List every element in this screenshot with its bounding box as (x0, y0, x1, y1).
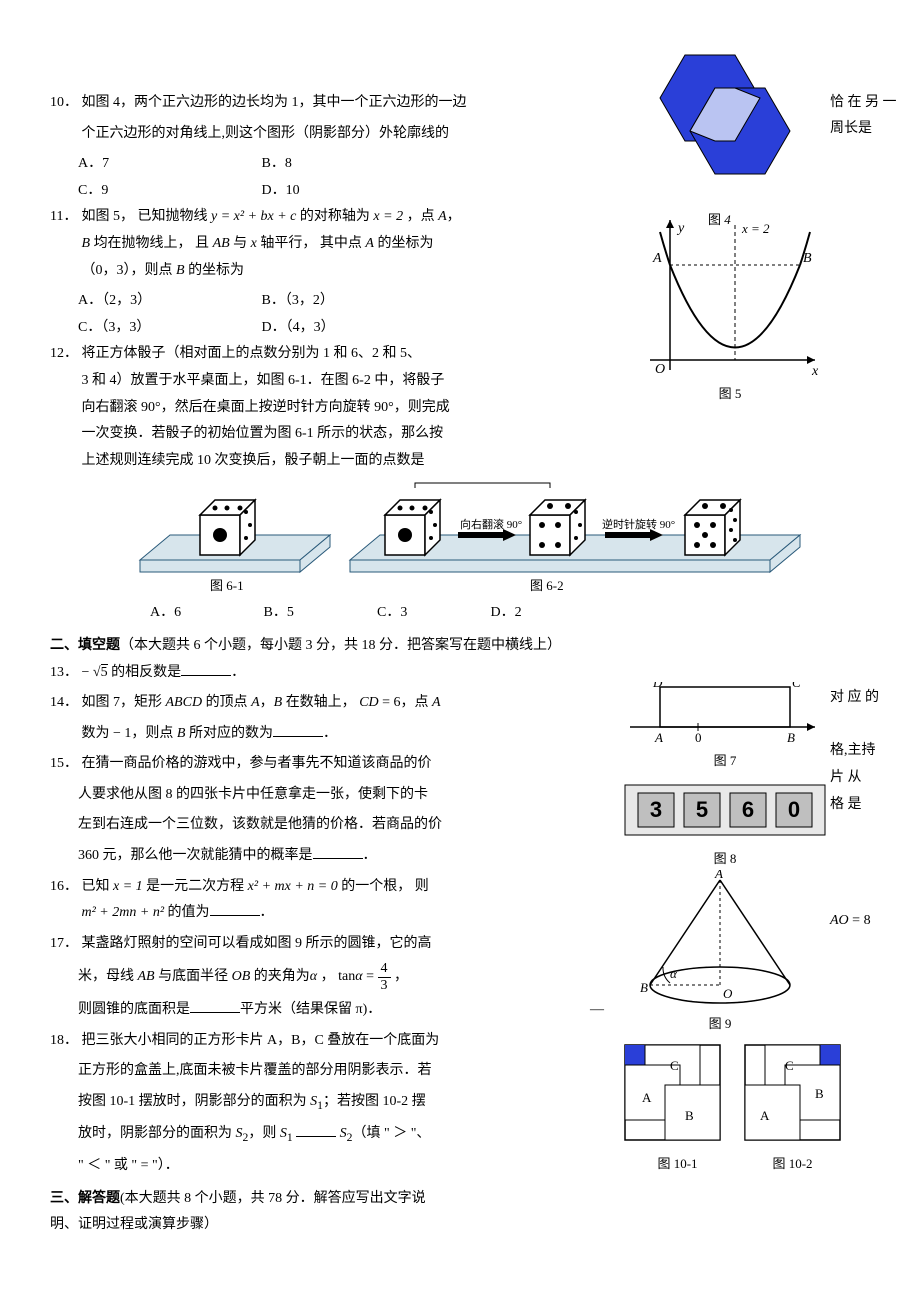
fig8-caption: 图 8 (620, 847, 830, 872)
q10-line1: 如图 4，两个正六边形的边长均为 1，其中一个正六边形的一边 (82, 95, 467, 110)
svg-text:B: B (685, 1108, 694, 1123)
q11-opt-c: C．（3，3） (78, 315, 258, 342)
q18-num: 18． (50, 1028, 78, 1055)
fig-4-hexagons (630, 50, 800, 185)
fig-9-cone: A B O α 图 9 (630, 870, 810, 1037)
fig-7-rect: D C A 0 B 图 7 (620, 682, 830, 774)
q15-rt3: 格 是 (830, 792, 920, 819)
svg-text:0: 0 (695, 730, 702, 745)
q17-dash: — (590, 997, 604, 1024)
svg-text:3: 3 (650, 797, 662, 822)
q14-num: 14． (50, 690, 78, 717)
svg-text:图 4: 图 4 (708, 212, 731, 227)
q12-opt-a: A．6 (150, 600, 260, 627)
fig10-1-caption: 图 10-1 (657, 1152, 697, 1177)
svg-text:A: A (760, 1108, 770, 1123)
q17-rt1: AO = 8 (830, 908, 920, 935)
q11-opt-a: A．（2，3） (78, 288, 258, 315)
fig-10-squares: C A B C B A 图 10-1 图 10-2 (620, 1040, 850, 1177)
q12-opt-d: D．2 (491, 600, 601, 627)
sec2-label: 二、填空题 (50, 638, 120, 653)
q10-body: 如图 4，两个正六边形的边长均为 1，其中一个正六边形的一边 (82, 90, 602, 117)
q10-num: 10． (50, 90, 78, 117)
svg-text:A: A (652, 251, 662, 266)
svg-text:A: A (714, 870, 723, 881)
svg-text:y: y (676, 221, 685, 236)
q10-opt-d: D．10 (262, 178, 442, 205)
blank (210, 902, 260, 916)
svg-text:0: 0 (788, 797, 800, 822)
svg-text:x: x (811, 364, 819, 379)
sec3-desc: (本大题共 8 个小题，共 78 分．解答应写出文字说 (120, 1191, 426, 1206)
q12-body: 将正方体骰子（相对面上的点数分别为 1 和 6、2 和 5、 3 和 4）放置于… (82, 341, 602, 474)
svg-text:图 6-1: 图 6-1 (210, 578, 244, 593)
q13-body: − √5 的相反数是． (82, 660, 602, 687)
svg-text:A: A (642, 1090, 652, 1105)
sec3-label: 三、解答题 (50, 1191, 120, 1206)
svg-text:C: C (792, 682, 801, 690)
svg-text:5: 5 (696, 797, 708, 822)
fig-5-parabola: y x O A B 图 4 x = 2 图 5 (630, 210, 830, 407)
blank (181, 662, 231, 676)
svg-text:图 6-2: 图 6-2 (530, 578, 564, 593)
q10-opt-a: A．7 (78, 151, 258, 178)
fig-8-cards: 3 5 6 0 图 8 (620, 780, 830, 872)
q12-options: A．6 B．5 C．3 D．2 (150, 600, 870, 627)
q10-rt1: 恰 在 另 一 (830, 90, 920, 117)
q10-line2: 个正六边形的对角线上,则这个图形（阴影部分）外轮廓线的 (82, 121, 602, 148)
svg-text:B: B (803, 251, 812, 266)
exam-page: 10． 如图 4，两个正六边形的边长均为 1，其中一个正六边形的一边 恰 在 另… (50, 90, 870, 1239)
fig10-2-caption: 图 10-2 (772, 1152, 812, 1177)
blank (190, 999, 240, 1013)
fig7-caption: 图 7 (620, 749, 830, 774)
sec3-line2: 明、证明过程或演算步骤） (50, 1212, 870, 1239)
svg-text:B: B (815, 1086, 824, 1101)
q11-opt-d: D．（4，3） (262, 315, 442, 342)
q11-body: 如图 5， 已知抛物线 y = x² + bx + c 的对称轴为 x = 2 … (82, 204, 602, 284)
q10-opt-c: C．9 (78, 178, 258, 205)
q11-num: 11． (50, 204, 78, 231)
fig-6-dice: 向右翻滚 90° 逆时针旋转 90° 图 6-1 图 6-2 (130, 480, 870, 600)
svg-text:O: O (723, 986, 733, 1001)
svg-text:x = 2: x = 2 (741, 221, 770, 236)
q15-num: 15． (50, 751, 78, 778)
svg-text:α: α (670, 966, 678, 981)
q10-opt-b: B．8 (262, 151, 442, 178)
svg-text:向右翻滚 90°: 向右翻滚 90° (460, 517, 522, 531)
svg-text:C: C (670, 1058, 679, 1073)
fig5-caption: 图 5 (630, 382, 830, 407)
q14-rt1: 对 应 的 (830, 685, 920, 712)
q11-opt-b: B．（3，2） (262, 288, 442, 315)
svg-text:C: C (785, 1058, 794, 1073)
q16-num: 16． (50, 874, 78, 901)
q12-num: 12． (50, 341, 78, 368)
q17-num: 17． (50, 931, 78, 958)
q13-num: 13． (50, 660, 78, 687)
fig9-caption: 图 9 (630, 1012, 810, 1037)
blank (313, 845, 363, 859)
q10-rt2: 周长是 (830, 116, 920, 143)
q12-opt-c: C．3 (377, 600, 487, 627)
svg-text:A: A (654, 730, 663, 745)
section-3-header: 三、解答题(本大题共 8 个小题，共 78 分．解答应写出文字说 (50, 1186, 870, 1213)
section-2-header: 二、填空题（本大题共 6 个小题，每小题 3 分，共 18 分．把答案写在题中横… (50, 633, 870, 660)
blank (273, 723, 323, 737)
q12-opt-b: B．5 (264, 600, 374, 627)
blank (296, 1123, 336, 1137)
svg-text:O: O (655, 362, 665, 377)
q15-rt2: 片 从 (830, 765, 920, 792)
svg-text:逆时针旋转 90°: 逆时针旋转 90° (602, 517, 675, 531)
svg-text:B: B (787, 730, 795, 745)
q14-body: 如图 7，矩形 ABCD 的顶点 A，B 在数轴上， CD = 6，点 A (82, 690, 602, 717)
svg-text:D: D (652, 682, 663, 690)
svg-text:6: 6 (742, 797, 754, 822)
svg-text:B: B (640, 980, 648, 995)
q15-rt1: 格,主持 (830, 738, 920, 765)
sec2-desc: （本大题共 6 个小题，每小题 3 分，共 18 分．把答案写在题中横线上） (120, 638, 561, 653)
